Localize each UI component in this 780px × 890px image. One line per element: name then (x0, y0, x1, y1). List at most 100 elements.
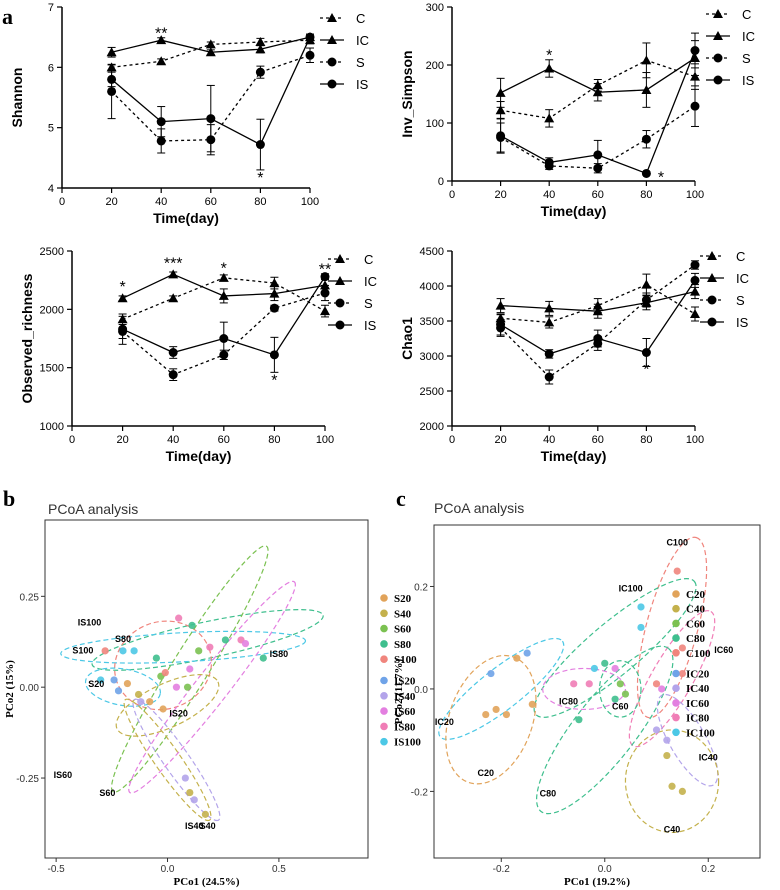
x-tick-label: 60 (592, 434, 604, 446)
sample-point-c20 (513, 654, 521, 662)
sample-point-s80 (152, 654, 160, 662)
data-point-triangle (495, 105, 506, 115)
data-point-triangle (544, 63, 555, 73)
confidence-ellipse-ic20 (438, 637, 565, 740)
x-tick-label: -0.5 (48, 864, 66, 875)
legend-label: C40 (686, 604, 705, 616)
data-point-triangle (269, 288, 280, 298)
sample-point-c40 (668, 782, 676, 790)
data-point-triangle (255, 44, 266, 54)
legend-marker (335, 276, 345, 285)
legend-label: IS (742, 73, 755, 88)
x-tick-label: 40 (167, 434, 179, 446)
sample-point-s80 (259, 654, 267, 662)
y-tick-label: 200 (426, 60, 444, 72)
sample-point-is60 (172, 683, 181, 691)
legend-marker (707, 273, 717, 282)
data-point-circle (593, 334, 603, 343)
legend-marker (327, 13, 337, 22)
legend-swatch (380, 594, 388, 602)
data-point-triangle (106, 47, 117, 57)
data-point-circle (690, 46, 700, 55)
legend-item-ic60: IC60 (672, 698, 710, 710)
legend-label: S (356, 55, 365, 70)
sample-point-is40 (190, 796, 198, 804)
legend-swatch (380, 624, 388, 633)
legend-label: IS40 (394, 691, 416, 703)
data-point-triangle (544, 113, 555, 123)
sample-point-ic100 (637, 603, 645, 611)
y-axis-title: Chao1 (399, 317, 415, 360)
legend-item-s: S (328, 296, 373, 311)
chao1-chart: 2000 2500 3000 3500 4000 4500 0 20 40 60 80 100 Time… (399, 246, 749, 464)
data-point-triangle (205, 39, 216, 49)
sample-point-ic40 (652, 726, 661, 734)
sample-point-c100 (673, 567, 681, 575)
ellipse-label: C80 (540, 789, 557, 799)
legend-label: IC20 (686, 669, 710, 681)
legend-item-s: S (700, 293, 745, 308)
ellipse-label: S100 (72, 646, 93, 656)
legend-marker (713, 75, 723, 85)
data-point-circle (269, 303, 279, 313)
legend-label: IC (364, 274, 377, 289)
x-axis-title: Time(day) (541, 203, 607, 219)
legend-swatch (380, 640, 388, 648)
x-tick-label: 60 (592, 189, 604, 201)
y-tick-label: 2000 (420, 421, 444, 433)
ellipse-label: IC40 (699, 753, 718, 763)
legend-item-s20: S20 (380, 593, 412, 605)
legend-label: IC (356, 33, 369, 48)
legend-marker (707, 295, 717, 305)
legend-item-s: S (320, 55, 365, 70)
confidence-ellipse-ic80 (542, 667, 627, 711)
x-tick-label: 0 (449, 434, 455, 446)
legend-item-ic20: IC20 (672, 669, 710, 681)
y-tick-label: 2500 (40, 246, 64, 258)
legend-item-ic: IC (328, 274, 377, 289)
legend-item-ic40: IC40 (672, 683, 710, 695)
ellipse-label: IC80 (559, 696, 578, 706)
legend-label: C (356, 11, 365, 26)
ellipse-label: IS60 (54, 770, 73, 780)
confidence-ellipse-s60 (128, 580, 296, 794)
data-point-circle (255, 67, 265, 77)
sample-point-c60 (616, 680, 624, 688)
series-ic (106, 32, 315, 58)
legend-item-c: C (700, 249, 745, 264)
legend-label: IS60 (394, 706, 416, 718)
data-point-triangle (269, 278, 280, 288)
plot-frame (44, 519, 369, 859)
data-point-circle (255, 140, 265, 150)
sample-point-ic100 (590, 664, 599, 673)
sample-point-s20 (123, 679, 132, 688)
confidence-ellipse-ic100 (533, 577, 697, 718)
sample-point-s40 (134, 690, 143, 699)
y-tick-label: 1000 (40, 421, 64, 433)
sample-point-ic80 (585, 680, 593, 688)
legend-marker (335, 320, 345, 330)
data-point-triangle (255, 36, 266, 46)
legend-label: IC100 (686, 727, 715, 739)
x-tick-label: 100 (686, 189, 704, 201)
sample-point-ic20 (523, 649, 531, 657)
significance-mark: * (221, 260, 227, 277)
observed-richness-chart: 1000 1500 2000 2500 0 20 40 60 80 100 Time(day) Obs… (19, 246, 377, 464)
data-point-circle (641, 348, 651, 357)
data-point-circle (156, 117, 166, 127)
plot-title: PCoA analysis (48, 501, 138, 517)
data-point-circle (118, 324, 128, 334)
ellipse-label: IS20 (169, 708, 188, 718)
x-tick-label: 80 (254, 196, 266, 208)
sample-point-s40 (186, 788, 194, 797)
data-point-triangle (690, 286, 700, 296)
data-point-triangle (117, 293, 128, 303)
sample-point-s40 (201, 810, 209, 818)
legend-item-ic100: IC100 (672, 727, 715, 739)
legend-label: C20 (686, 589, 705, 601)
significance-mark: ** (155, 25, 167, 42)
x-tick-label: 0 (69, 434, 75, 446)
data-point-circle (690, 260, 700, 270)
legend-item-ic: IC (320, 33, 369, 48)
